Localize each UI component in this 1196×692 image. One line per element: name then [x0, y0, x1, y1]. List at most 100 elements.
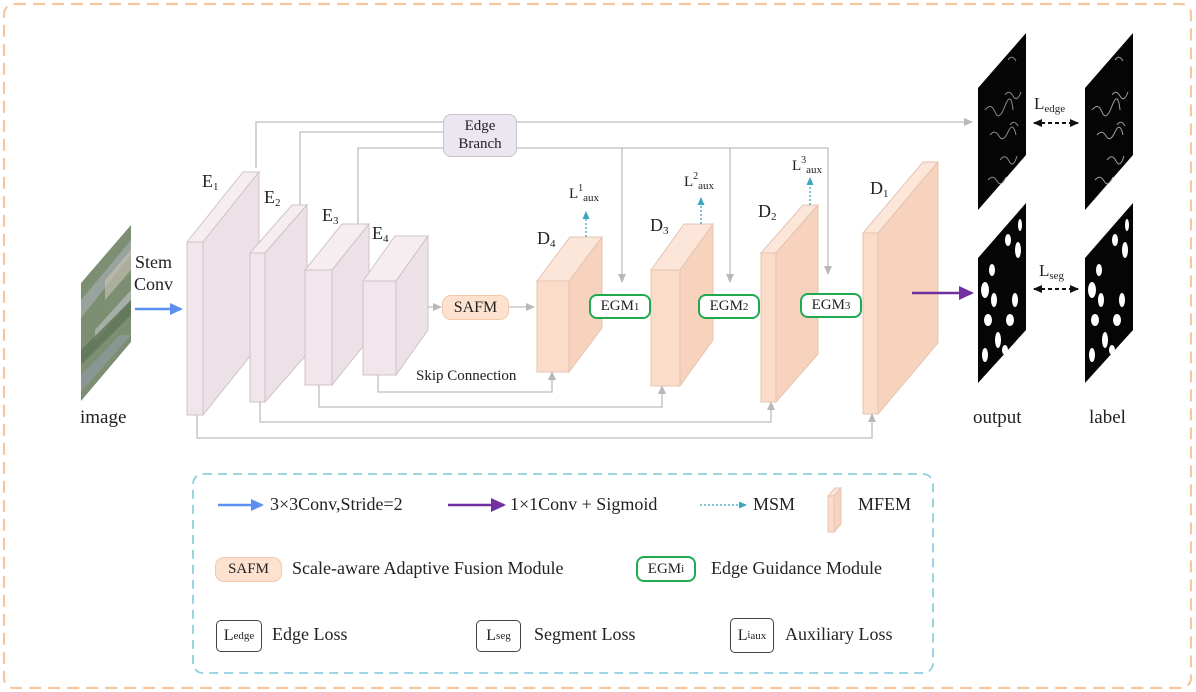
decoder-block-d2: [759, 203, 820, 404]
aux-loss-2: L2aux: [684, 172, 714, 192]
d2-sub: 2: [771, 211, 777, 223]
seg-loss-base: L: [1039, 261, 1050, 280]
legend-egm-key: EGM i: [636, 556, 696, 582]
d1-sub: 1: [883, 188, 889, 200]
legend-safm-desc: Scale-aware Adaptive Fusion Module: [292, 558, 564, 578]
safm-node: SAFM: [442, 295, 509, 320]
decoder-block-d1: [861, 160, 940, 416]
legend-aux-key-sub: aux: [750, 629, 767, 642]
edge-label-image: [1085, 33, 1133, 210]
e3-sub: 3: [333, 215, 339, 227]
legend-conv3-text: 3×3Conv,Stride=2: [270, 494, 403, 514]
seg-loss-label: Lseg: [1039, 262, 1064, 282]
d4-base: D: [537, 228, 550, 248]
edge-loss-base: L: [1034, 94, 1045, 113]
connector-lines: [196, 118, 973, 439]
decoder-block-d3: [650, 222, 714, 388]
msm-arrows: [582, 177, 814, 237]
encoder-label-e1: E1: [202, 172, 219, 193]
seg-label-image: [1085, 203, 1133, 383]
d1-base: D: [870, 178, 883, 198]
satellite-image: [81, 225, 131, 401]
skip-connection-label: Skip Connection: [416, 368, 517, 384]
egm-2-base: EGM: [709, 298, 743, 314]
aux1-sub: aux: [583, 192, 600, 204]
stem-line1: Stem: [135, 252, 173, 272]
decoder-label-d1: D1: [870, 179, 889, 200]
aux3-sup: 3: [801, 155, 807, 166]
encoder-block-e4: [362, 234, 429, 377]
safm-label: SAFM: [453, 298, 498, 316]
legend-aux-desc: Auxiliary Loss: [785, 624, 893, 644]
stem-line2: Conv: [134, 273, 174, 294]
aux-loss-3: L3aux: [792, 156, 822, 176]
legend-egm-key-sub: i: [681, 563, 685, 575]
e1-base: E: [202, 171, 213, 191]
e4-base: E: [372, 223, 383, 243]
egm-3-base: EGM: [811, 297, 845, 313]
egm-2-sub: 2: [742, 300, 749, 313]
decoder-block-d4: [536, 235, 603, 374]
encoder-label-e2: E2: [264, 188, 281, 209]
legend-seg-key-base: L: [486, 627, 497, 644]
aux3-base: L: [792, 158, 802, 174]
d3-sub: 3: [663, 225, 669, 237]
encoder-block-e1: [185, 170, 261, 417]
gt-label: label: [1089, 407, 1126, 428]
legend-mfem-text: MFEM: [858, 494, 912, 514]
aux1-sup: 1: [578, 183, 584, 194]
edge-output-image: [978, 33, 1026, 210]
legend-aux-key-base: L: [737, 626, 748, 644]
aux-loss-1: L1aux: [569, 184, 599, 204]
aux2-sub: aux: [698, 180, 715, 192]
input-image-label: image: [80, 407, 127, 428]
egm-3-node: EGM 3: [800, 293, 862, 318]
legend-egm-desc: Edge Guidance Module: [711, 558, 882, 578]
e2-sub: 2: [275, 197, 281, 209]
egm-1-base: EGM: [600, 298, 634, 314]
legend-safm-key-text: SAFM: [228, 561, 269, 577]
legend-msm-text: MSM: [753, 494, 796, 514]
legend-box: [192, 473, 934, 674]
egm-1-node: EGM 1: [589, 294, 651, 319]
legend-aux-key-sup: i: [747, 630, 751, 641]
legend-mfem-block: [826, 486, 843, 534]
legend-edge-desc: Edge Loss: [272, 624, 348, 644]
legend-edge-key-sub: edge: [233, 630, 255, 642]
output-label: output: [973, 407, 1022, 428]
edge-branch-line2: Branch: [458, 135, 502, 152]
edge-branch-node: Edge Branch: [443, 114, 517, 157]
encoder-label-e3: E3: [322, 206, 339, 227]
legend-edge-key-base: L: [223, 627, 234, 644]
d3-base: D: [650, 215, 663, 235]
decoder-label-d2: D2: [758, 202, 777, 223]
d4-sub: 4: [550, 238, 556, 250]
encoder-block-e2: [248, 203, 309, 404]
egm-3-sub: 3: [844, 299, 851, 312]
legend-safm-key: SAFM: [215, 557, 282, 582]
edge-branch-line1: Edge: [464, 118, 496, 135]
edge-loss-sub: edge: [1044, 103, 1066, 115]
decoder-label-d3: D3: [650, 216, 669, 237]
legend-seg-key-sub: seg: [496, 630, 511, 642]
encoder-label-e4: E4: [372, 224, 389, 245]
aux3-sub: aux: [806, 164, 823, 176]
egm-2-node: EGM 2: [698, 294, 760, 319]
e3-base: E: [322, 205, 333, 225]
decoder-label-d4: D4: [537, 229, 556, 250]
seg-output-image: [978, 203, 1026, 383]
legend-egm-key-base: EGM: [647, 560, 682, 577]
e2-base: E: [264, 187, 275, 207]
stem-conv-label: Stem Conv: [134, 252, 173, 295]
d2-base: D: [758, 201, 771, 221]
seg-loss-sub: seg: [1049, 270, 1065, 282]
egm-1-sub: 1: [633, 300, 640, 313]
encoder-block-e3: [303, 222, 371, 387]
legend-seg-desc: Segment Loss: [534, 624, 636, 644]
e1-sub: 1: [213, 181, 219, 193]
aux2-base: L: [684, 174, 694, 190]
